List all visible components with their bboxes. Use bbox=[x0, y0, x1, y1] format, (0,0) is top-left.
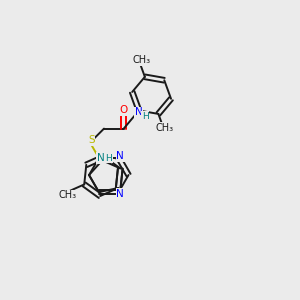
Text: H: H bbox=[105, 154, 112, 163]
Text: N: N bbox=[135, 107, 142, 117]
Text: N: N bbox=[97, 153, 105, 163]
Text: N: N bbox=[116, 189, 124, 199]
Text: CH₃: CH₃ bbox=[133, 55, 151, 65]
Text: CH₃: CH₃ bbox=[59, 190, 77, 200]
Text: O: O bbox=[120, 106, 128, 116]
Text: CH₃: CH₃ bbox=[155, 123, 173, 133]
Text: N: N bbox=[116, 152, 124, 161]
Text: H: H bbox=[142, 112, 148, 121]
Text: S: S bbox=[88, 135, 95, 145]
